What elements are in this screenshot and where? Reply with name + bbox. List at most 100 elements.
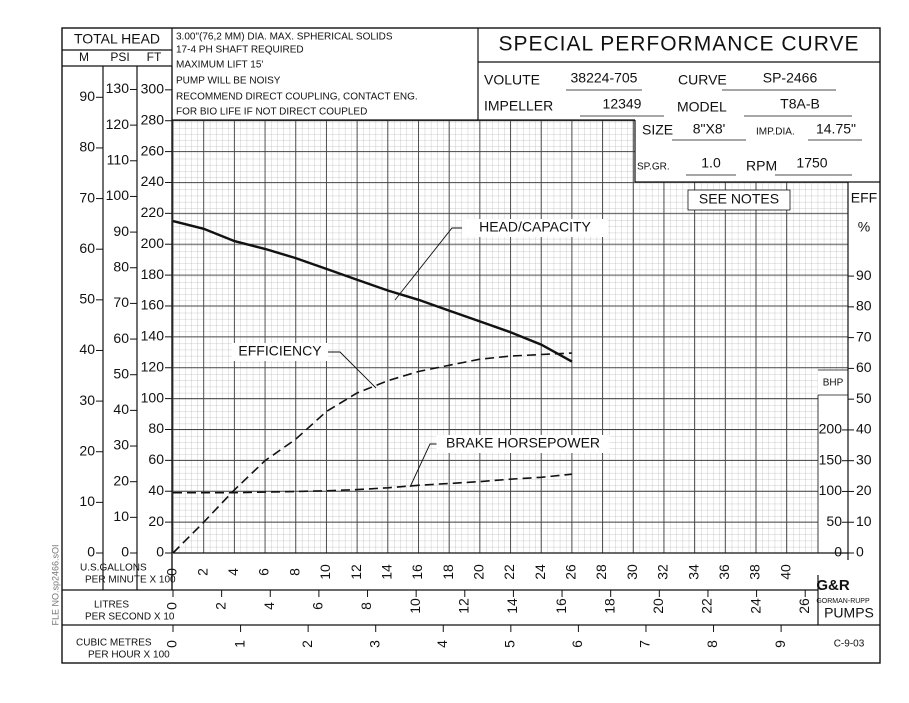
y-tick-label: 220	[141, 204, 165, 220]
y-tick-label: 80	[113, 258, 129, 274]
axis-title: BHP	[823, 378, 844, 389]
y3-tick-label: 100	[819, 482, 843, 498]
series-line	[173, 473, 572, 494]
x-tick-label: 8	[286, 568, 302, 576]
y-tick-label: 40	[113, 401, 129, 417]
y-tick-label: 200	[141, 235, 165, 251]
y-tick-label: 100	[106, 187, 130, 203]
spec-label: IMP.DIA.	[756, 127, 795, 138]
x-axis-title: U.S.GALLONS	[80, 563, 147, 574]
y-tick-label: 0	[121, 544, 129, 560]
y-tick-label: 140	[141, 328, 165, 344]
x-tick-label: 32	[655, 564, 671, 580]
y-tick-label: 70	[113, 294, 129, 310]
x-tick-label: 14	[378, 564, 394, 580]
x-tick-label: 6	[310, 602, 326, 610]
header-text: TOTAL HEAD SPECIAL PERFORMANCE CURVE 3.0…	[50, 31, 874, 650]
y-tick-label: 260	[141, 142, 165, 158]
y-tick-label: 90	[79, 88, 95, 104]
x-tick-label: 2	[212, 602, 228, 610]
x-tick-label: 16	[553, 598, 569, 614]
x-tick-label: 22	[699, 598, 715, 614]
marks: M0102030405060708090PSI01020304050607080…	[76, 50, 877, 660]
x-tick-label: 30	[624, 564, 640, 580]
axis-unit: %	[858, 219, 870, 235]
x-tick-label: 0	[164, 568, 180, 576]
spec-label: CURVE	[678, 72, 727, 88]
x-tick-label: 2	[194, 568, 210, 576]
y-tick-label: 80	[79, 139, 95, 155]
x-tick-label: 0	[164, 640, 180, 648]
axis-title: EFF	[851, 190, 877, 206]
series-label: EFFICIENCY	[238, 343, 322, 359]
x-tick-label: 40	[777, 564, 793, 580]
x-tick-label: 12	[455, 598, 471, 614]
total-head-label: TOTAL HEAD	[74, 31, 160, 47]
y-tick-label: 80	[148, 420, 164, 436]
y-tick-label: 60	[113, 330, 129, 346]
spec-label: MODEL	[677, 99, 727, 115]
y3-tick-label: 50	[826, 513, 842, 529]
y-tick-label: 0	[156, 544, 164, 560]
x-tick-label: 8	[358, 602, 374, 610]
x-tick-label: 28	[593, 564, 609, 580]
spec-value: 1.0	[701, 155, 721, 171]
y-tick-label: 120	[141, 358, 165, 374]
x-tick-label: 24	[747, 598, 763, 614]
y-tick-label: 240	[141, 173, 165, 189]
header-covers	[172, 28, 880, 553]
spec-label: IMPELLER	[484, 98, 553, 114]
axis-title: PSI	[110, 50, 129, 64]
series-label-box	[436, 435, 610, 453]
y-tick-label: 90	[113, 223, 129, 239]
x-tick-label: 18	[440, 564, 456, 580]
spec-value: 12349	[603, 96, 642, 112]
y-tick-label: 110	[107, 151, 130, 167]
spec-label: SP.GR.	[637, 162, 670, 173]
spec-label: SIZE	[642, 122, 673, 138]
y2-tick-label: 70	[856, 328, 872, 344]
chart-title: SPECIAL PERFORMANCE CURVE	[498, 33, 859, 56]
spec-value: 14.75"	[816, 121, 856, 137]
series-label-box	[462, 219, 608, 237]
series-label-box	[232, 343, 328, 361]
y2-tick-label: 10	[856, 513, 872, 529]
x-tick-label: 6	[256, 568, 272, 576]
x-tick-label: 38	[747, 564, 763, 580]
x-axis-title: PER SECOND X 10	[85, 612, 175, 623]
x-tick-label: 16	[409, 564, 425, 580]
x-tick-label: 3	[366, 640, 382, 648]
y-tick-label: 120	[106, 116, 130, 132]
y-tick-label: 50	[113, 365, 129, 381]
axis-title: M	[79, 50, 89, 64]
y-tick-label: 40	[79, 341, 95, 357]
y-tick-label: 20	[113, 472, 129, 488]
x-tick-label: 12	[348, 564, 364, 580]
see-notes: SEE NOTES	[699, 191, 779, 207]
brand-logo: G&R	[816, 577, 850, 594]
note: 3.00"(76,2 MM) DIA. MAX. SPHERICAL SOLID…	[176, 32, 393, 43]
spec-value: SP-2466	[763, 70, 818, 86]
y2-tick-label: 40	[856, 421, 872, 437]
x-tick-label: 22	[501, 564, 517, 580]
x-tick-label: 20	[650, 598, 666, 614]
x-tick-label: 6	[569, 640, 585, 648]
x-tick-label: 20	[471, 564, 487, 580]
x-axis-title: PER MINUTE X 100	[85, 575, 176, 586]
x-tick-label: 18	[601, 598, 617, 614]
y2-tick-label: 20	[856, 482, 872, 498]
spec-value: T8A-B	[780, 96, 820, 112]
series-label: HEAD/CAPACITY	[479, 219, 591, 235]
x-tick-label: 26	[796, 598, 812, 614]
x-axis-title: CUBIC METRES	[76, 638, 152, 649]
x-tick-label: 0	[164, 602, 180, 610]
note: MAXIMUM LIFT 15'	[176, 60, 263, 71]
y-tick-label: 160	[141, 297, 165, 313]
x-tick-label: 10	[407, 598, 423, 614]
x-tick-label: 4	[261, 602, 277, 610]
y2-tick-label: 80	[856, 298, 872, 314]
x-tick-label: 2	[299, 640, 315, 648]
x-tick-label: 9	[772, 640, 788, 648]
y2-tick-label: 50	[856, 390, 872, 406]
x-tick-label: 34	[685, 564, 701, 580]
